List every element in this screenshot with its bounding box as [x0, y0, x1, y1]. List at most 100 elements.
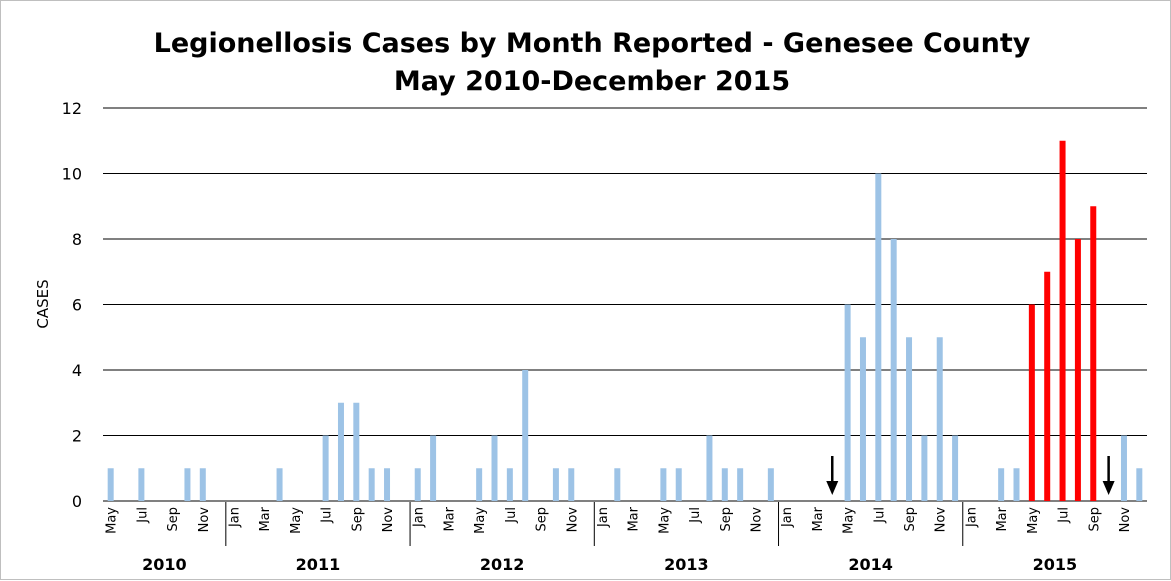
x-tick-label: Jan	[964, 507, 979, 528]
x-tick-label: Jan	[412, 507, 427, 528]
year-labels: 2010 2011 2012 2013 2014 2015	[142, 502, 1077, 574]
bar-nov-2015	[1120, 435, 1127, 501]
gridlines	[103, 107, 1147, 502]
bar-nov-2011	[384, 468, 391, 501]
x-tick-label: Jul	[872, 507, 887, 524]
bar-apr-2015	[1013, 468, 1020, 501]
bar-jan-2012	[414, 468, 421, 501]
bar-oct-2010	[184, 468, 191, 501]
bar-nov-2014	[936, 337, 943, 501]
bar-may-2010	[107, 468, 114, 501]
year-label: 2010	[142, 555, 187, 574]
bar-sep-2015	[1090, 206, 1097, 501]
year-label: 2015	[1033, 555, 1078, 574]
bar-jun-2014	[859, 337, 866, 501]
x-tick-label: Nov	[750, 507, 765, 533]
bar-jul-2012	[506, 468, 513, 501]
bar-may-2012	[476, 468, 483, 501]
y-tick-label: 2	[72, 427, 82, 446]
x-tick-label: Jul	[135, 507, 150, 524]
x-tick-label: Jul	[504, 507, 519, 524]
x-tick-label: May	[842, 507, 857, 534]
chart-subtitle: May 2010-December 2015	[394, 66, 790, 97]
year-label: 2012	[480, 555, 525, 574]
bar-may-2013	[660, 468, 667, 501]
x-tick-label: May	[657, 507, 672, 534]
bar-feb-2012	[430, 435, 437, 501]
chart-title: Legionellosis Cases by Month Reported - …	[154, 28, 1031, 59]
bar-mar-2015	[998, 468, 1005, 501]
x-tick-label: May	[1026, 507, 1041, 534]
x-tick-label: Sep	[903, 507, 918, 532]
year-label: 2013	[664, 555, 709, 574]
bar-aug-2013	[706, 435, 713, 501]
bar-sep-2011	[353, 402, 360, 501]
x-tick-label: Sep	[1087, 507, 1102, 532]
bar-jul-2011	[322, 435, 329, 501]
x-tick-label: Jul	[688, 507, 703, 524]
y-tick-label: 12	[62, 99, 82, 118]
x-tick-label: Jul	[320, 507, 335, 524]
y-tick-label: 0	[72, 492, 82, 511]
x-tick-label: May	[473, 507, 488, 534]
x-tick-label: Mar	[258, 506, 273, 531]
bar-oct-2014	[921, 435, 928, 501]
bar-aug-2014	[890, 239, 897, 501]
x-tick-label: Sep	[535, 507, 550, 532]
bar-may-2015	[1028, 304, 1035, 501]
x-tick-label: Mar	[627, 506, 642, 531]
bar-feb-2013	[614, 468, 621, 501]
x-tick-label: Jan	[780, 507, 795, 528]
y-tick-labels: 0 2 4 6 8 10 12	[62, 99, 82, 511]
bar-jul-2014	[875, 173, 882, 501]
bar-oct-2012	[552, 468, 559, 501]
bar-nov-2012	[568, 468, 575, 501]
x-tick-label: Mar	[811, 506, 826, 531]
bar-dec-2013	[767, 468, 774, 501]
year-label: 2011	[296, 555, 341, 574]
x-tick-label: Sep	[719, 507, 734, 532]
bar-aug-2015	[1074, 239, 1081, 501]
x-tick-label: Nov	[934, 507, 949, 533]
x-tick-label: May	[105, 507, 120, 534]
y-tick-label: 4	[72, 361, 82, 380]
bar-sep-2014	[906, 337, 913, 501]
bar-aug-2011	[337, 402, 344, 501]
down-arrow-icon	[826, 456, 839, 495]
x-tick-label: Jan	[228, 507, 243, 528]
x-tick-label: Nov	[1118, 507, 1133, 533]
bar-oct-2011	[368, 468, 375, 501]
bar-dec-2015	[1136, 468, 1143, 501]
x-tick-label: Nov	[197, 507, 212, 533]
bar-oct-2013	[737, 468, 744, 501]
x-tick-labels: May Jul Sep Nov Jan Mar May Jul Sep Nov Jan Mar May J…	[105, 506, 1133, 534]
x-tick-label: Sep	[350, 507, 365, 532]
bar-apr-2011	[276, 468, 283, 501]
bar-dec-2014	[952, 435, 959, 501]
bars	[107, 140, 1143, 501]
x-tick-label: Jan	[596, 507, 611, 528]
y-tick-label: 8	[72, 230, 82, 249]
year-label: 2014	[848, 555, 893, 574]
x-tick-label: Jul	[1057, 507, 1072, 524]
bar-aug-2012	[522, 370, 529, 501]
bar-jul-2010	[138, 468, 145, 501]
x-tick-label: Nov	[381, 507, 396, 533]
bar-jul-2015	[1059, 140, 1066, 501]
bar-sep-2013	[721, 468, 728, 501]
bar-may-2014	[844, 304, 851, 501]
bar-jun-2013	[675, 468, 682, 501]
bar-nov-2010	[199, 468, 206, 501]
bar-jun-2015	[1044, 271, 1051, 501]
x-tick-label: Nov	[565, 507, 580, 533]
annotations	[826, 456, 1115, 495]
y-tick-label: 10	[62, 165, 82, 184]
x-tick-label: Mar	[995, 506, 1010, 531]
y-tick-label: 6	[72, 296, 82, 315]
down-arrow-icon	[1102, 456, 1115, 495]
y-axis-label: CASES	[34, 279, 52, 328]
x-tick-label: Mar	[442, 506, 457, 531]
x-tick-label: Sep	[166, 507, 181, 532]
